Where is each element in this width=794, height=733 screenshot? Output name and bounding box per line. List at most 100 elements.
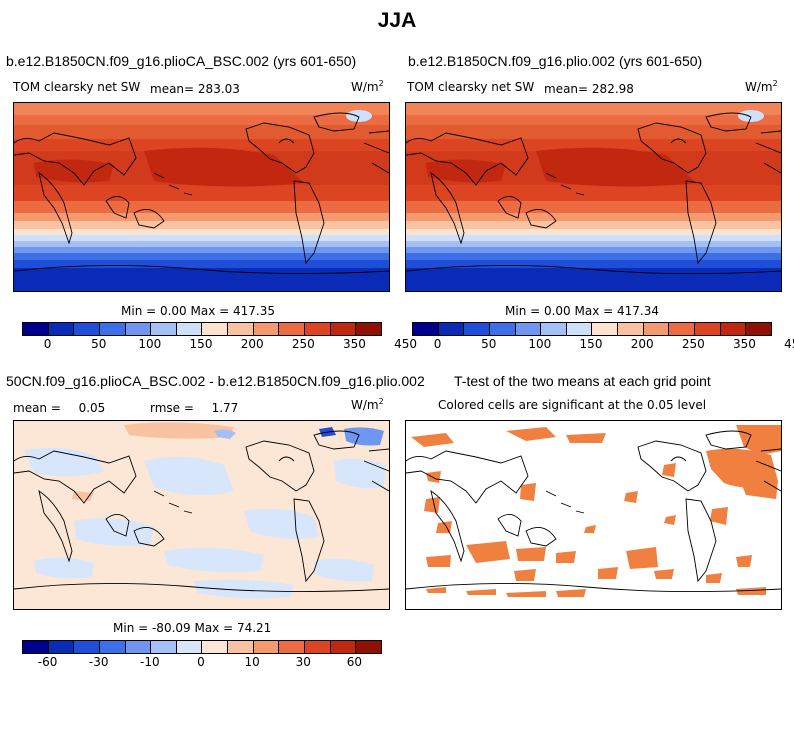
- panel4-subtitle: Colored cells are significant at the 0.0…: [438, 398, 707, 412]
- panel3-units-exp: 2: [378, 397, 384, 406]
- colorbar-swatch: [618, 323, 644, 335]
- panel3-mean-label: mean =: [13, 401, 61, 415]
- colorbar-tick-label: 350: [342, 337, 366, 351]
- colorbar-swatch: [48, 641, 75, 653]
- panel1-mean: mean= 283.03: [150, 82, 240, 96]
- panel2-variable: TOM clearsky net SW: [407, 80, 535, 94]
- colorbar-swatch: [202, 641, 229, 653]
- panel2-title: b.e12.B1850CN.f09_g16.plio.002 (yrs 601-…: [408, 53, 703, 69]
- colorbar-tick-label: -60: [37, 655, 58, 669]
- colorbar-swatch: [464, 323, 490, 335]
- colorbar-swatch: [125, 323, 152, 335]
- panel3-mean-value: 0.05: [78, 401, 106, 415]
- colorbar-swatch: [515, 323, 542, 335]
- panel3-mean: mean = 0.05: [13, 401, 105, 415]
- colorbar-swatch: [720, 323, 747, 335]
- panel2-colorbar: [412, 322, 772, 336]
- colorbar-swatch: [176, 323, 203, 335]
- colorbar-tick-label: 50: [91, 337, 107, 351]
- panel3-title: 50CN.f09_g16.plioCA_BSC.002 - b.e12.B185…: [6, 373, 425, 389]
- panel2-units: W/m2: [745, 79, 778, 94]
- colorbar-swatch: [305, 641, 331, 653]
- colorbar-swatch: [413, 323, 439, 335]
- panel3-coastlines: [14, 430, 389, 593]
- panel2-mean-value: 282.98: [591, 82, 634, 96]
- panel1-mean-label: mean=: [150, 82, 195, 96]
- colorbar-tick-label: 150: [579, 337, 603, 351]
- panel2-units-exp: 2: [772, 79, 778, 88]
- colorbar-swatch: [202, 323, 229, 335]
- colorbar-tick-label: 30: [295, 655, 311, 669]
- colorbar-swatch: [489, 323, 516, 335]
- colorbar-swatch: [99, 641, 126, 653]
- colorbar-swatch: [541, 323, 567, 335]
- panel2-mean-label: mean=: [544, 82, 589, 96]
- panel1-units-base: W/m: [351, 80, 379, 94]
- colorbar-swatch: [438, 323, 465, 335]
- colorbar-swatch: [151, 323, 177, 335]
- colorbar-tick-label: 200: [630, 337, 654, 351]
- panel1-title: b.e12.B1850CN.f09_g16.plioCA_BSC.002 (yr…: [6, 53, 357, 69]
- colorbar-tick-label: 100: [528, 337, 552, 351]
- colorbar-tick-label: 60: [346, 655, 363, 669]
- panel4-map: [405, 420, 782, 610]
- colorbar-tick-label: 0: [197, 655, 205, 669]
- figure-title: JJA: [377, 9, 417, 32]
- colorbar-tick-label: 150: [189, 337, 213, 351]
- colorbar-swatch: [74, 323, 100, 335]
- panel1-variable: TOM clearsky net SW: [13, 80, 141, 94]
- colorbar-swatch: [356, 641, 381, 653]
- colorbar-swatch: [151, 641, 177, 653]
- panel1-units-exp: 2: [378, 79, 384, 88]
- colorbar-swatch: [23, 323, 49, 335]
- colorbar-swatch: [228, 323, 254, 335]
- colorbar-swatch: [99, 323, 126, 335]
- panel4-title: T-test of the two means at each grid poi…: [454, 373, 711, 389]
- panel2-stats: Min = 0.00 Max = 417.34: [505, 304, 659, 318]
- colorbar-swatch: [592, 323, 619, 335]
- colorbar-swatch: [669, 323, 696, 335]
- colorbar-swatch: [643, 323, 670, 335]
- panel3-rmse: rmse = 1.77: [150, 401, 238, 415]
- panel1-mean-value: 283.03: [197, 82, 240, 96]
- colorbar-tick-label: 10: [244, 655, 260, 669]
- colorbar-swatch: [74, 641, 100, 653]
- colorbar-swatch: [305, 323, 331, 335]
- panel3-units-base: W/m: [351, 398, 379, 412]
- colorbar-swatch: [279, 323, 306, 335]
- panel4-coastlines: [406, 430, 781, 593]
- colorbar-tick-label: -10: [140, 655, 160, 669]
- panel1-map: [13, 102, 390, 292]
- panel3-rmse-value: 1.77: [211, 401, 239, 415]
- panel3-colorbar: [22, 640, 382, 654]
- colorbar-swatch: [330, 641, 357, 653]
- panel4-significant-cells: [411, 425, 781, 597]
- panel1-stats: Min = 0.00 Max = 417.35: [121, 304, 275, 318]
- colorbar-tick-label: 450: [784, 337, 794, 351]
- colorbar-tick-label: 350: [732, 337, 756, 351]
- colorbar-swatch: [566, 323, 593, 335]
- colorbar-swatch: [228, 641, 254, 653]
- panel2-coastlines: [406, 112, 781, 275]
- colorbar-swatch: [746, 323, 771, 335]
- colorbar-tick-label: 0: [43, 337, 52, 351]
- colorbar-tick-label: -30: [88, 655, 109, 669]
- colorbar-tick-label: 250: [291, 337, 315, 351]
- panel1-units: W/m2: [351, 79, 384, 94]
- panel3-stats: Min = -80.09 Max = 74.21: [113, 621, 272, 635]
- colorbar-swatch: [279, 641, 306, 653]
- colorbar-tick-label: 450: [394, 337, 418, 351]
- colorbar-swatch: [330, 323, 357, 335]
- panel1-coastlines: [14, 112, 389, 275]
- panel3-units: W/m2: [351, 397, 384, 412]
- colorbar-tick-label: 100: [138, 337, 162, 351]
- colorbar-swatch: [253, 641, 280, 653]
- panel3-rmse-label: rmse =: [150, 401, 194, 415]
- colorbar-swatch: [695, 323, 721, 335]
- colorbar-swatch: [253, 323, 280, 335]
- colorbar-tick-label: 0: [433, 337, 442, 351]
- colorbar-swatch: [48, 323, 75, 335]
- colorbar-swatch: [125, 641, 152, 653]
- colorbar-tick-label: 200: [240, 337, 264, 351]
- colorbar-swatch: [356, 323, 381, 335]
